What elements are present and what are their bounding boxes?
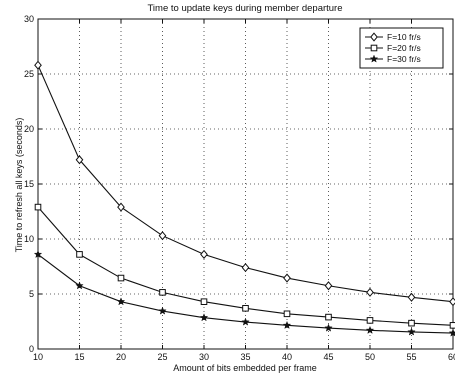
data-point bbox=[199, 313, 209, 322]
data-point bbox=[200, 249, 208, 259]
data-point bbox=[365, 325, 375, 334]
y-tick-label: 5 bbox=[29, 289, 34, 299]
y-tick-label: 15 bbox=[24, 179, 34, 189]
y-axis-label: Time to refresh all keys (seconds) bbox=[14, 118, 24, 253]
data-point bbox=[448, 328, 455, 337]
data-point bbox=[325, 313, 332, 321]
data-point bbox=[366, 287, 374, 297]
legend-marker bbox=[370, 32, 378, 42]
data-point bbox=[407, 292, 416, 302]
x-tick-label: 10 bbox=[33, 352, 43, 362]
chart-title: Time to update keys during member depart… bbox=[147, 3, 342, 14]
data-point bbox=[117, 274, 125, 282]
data-point bbox=[200, 298, 208, 305]
data-point bbox=[283, 273, 291, 283]
x-axis-label: Amount of bits embedded per frame bbox=[173, 363, 317, 373]
data-point bbox=[449, 322, 455, 329]
y-tick-label: 25 bbox=[24, 69, 34, 79]
data-point bbox=[324, 281, 333, 291]
x-tick-label: 45 bbox=[323, 352, 333, 362]
data-point bbox=[283, 310, 291, 318]
data-point bbox=[241, 317, 250, 326]
x-tick-label: 15 bbox=[74, 352, 84, 362]
legend-marker bbox=[370, 44, 378, 52]
legend-entry-label: F=20 fr/s bbox=[387, 43, 421, 53]
legend: F=10 fr/sF=20 fr/sF=30 fr/s bbox=[359, 27, 444, 69]
series-2 bbox=[34, 203, 455, 329]
data-point bbox=[34, 203, 42, 211]
y-tick-label: 20 bbox=[24, 124, 34, 134]
data-point bbox=[158, 306, 167, 315]
x-tick-label: 30 bbox=[199, 352, 209, 362]
data-point bbox=[33, 249, 43, 259]
data-point bbox=[449, 297, 455, 307]
legend-entry-label: F=30 fr/s bbox=[387, 54, 421, 64]
x-tick-label: 35 bbox=[240, 352, 250, 362]
data-point bbox=[75, 281, 84, 290]
x-tick-label: 25 bbox=[157, 352, 167, 362]
data-point bbox=[159, 289, 166, 296]
x-tick-label: 55 bbox=[406, 352, 416, 362]
series-3 bbox=[33, 249, 455, 337]
data-point bbox=[366, 317, 374, 324]
data-point bbox=[117, 202, 125, 212]
data-point bbox=[116, 297, 126, 306]
legend-marker bbox=[369, 54, 379, 63]
data-point bbox=[407, 327, 416, 336]
x-tick-label: 20 bbox=[116, 352, 126, 362]
data-point bbox=[324, 323, 333, 332]
legend-entry-label: F=10 fr/s bbox=[387, 32, 421, 42]
data-point bbox=[76, 251, 83, 258]
x-tick-label: 40 bbox=[282, 352, 292, 362]
data-point bbox=[241, 263, 250, 273]
y-tick-label: 10 bbox=[24, 234, 34, 244]
data-point bbox=[282, 320, 292, 329]
x-tick-label: 50 bbox=[365, 352, 375, 362]
y-tick-label: 0 bbox=[29, 344, 34, 354]
data-point bbox=[75, 155, 84, 165]
data-point bbox=[408, 319, 415, 327]
series-1 bbox=[34, 60, 455, 307]
y-tick-label: 30 bbox=[24, 14, 34, 24]
axis-ticks: 10 15 20 25 30 35 40 45 50 55 60 0 5 10 15 20 25 30 bbox=[24, 14, 455, 362]
x-tick-label: 60 bbox=[448, 352, 455, 362]
series-group bbox=[33, 60, 455, 337]
data-point bbox=[34, 60, 42, 70]
data-point bbox=[242, 305, 249, 312]
data-point bbox=[158, 231, 167, 241]
